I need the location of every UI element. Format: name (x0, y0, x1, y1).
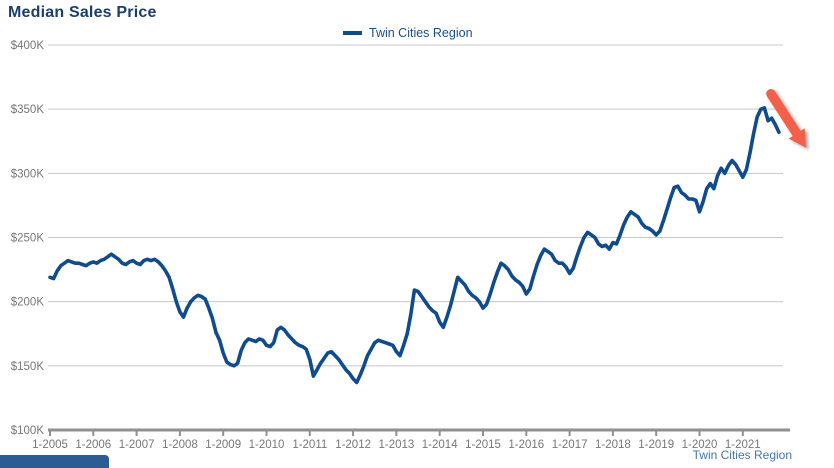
arrow-shaft (766, 89, 802, 139)
x-axis-tick-label: 1-2007 (119, 439, 155, 451)
y-axis-tick-label: $400K (11, 40, 45, 52)
x-axis-tick-label: 1-2020 (682, 439, 718, 451)
x-axis-tick-label: 1-2017 (552, 439, 588, 451)
y-axis-tick-label: $100K (11, 425, 45, 437)
x-axis-tick-label: 1-2009 (205, 439, 241, 451)
x-axis-tick-label: 1-2011 (292, 439, 327, 451)
x-axis-tick-label: 1-2005 (32, 439, 68, 451)
legend[interactable]: Twin Cities Region (343, 26, 473, 40)
watermark-region-label: Twin Cities Region (692, 448, 792, 462)
x-axis-tick-label: 1-2014 (422, 439, 458, 451)
x-axis-tick-label: 1-2012 (335, 439, 371, 451)
browser-status-bar (0, 455, 109, 468)
x-axis-tick-label: 1-2021 (725, 439, 761, 451)
y-axis-tick-label: $300K (11, 168, 45, 180)
y-axis-tick-label: $200K (11, 297, 45, 309)
x-axis-tick-label: 1-2010 (249, 439, 285, 451)
x-axis-tick-label: 1-2016 (508, 439, 544, 451)
legend-line-swatch-icon (343, 31, 362, 35)
x-axis-tick-label: 1-2006 (75, 439, 111, 451)
x-axis-tick-label: 1-2015 (465, 439, 501, 451)
x-axis-tick-label: 1-2013 (378, 439, 414, 451)
y-axis-tick-label: $250K (11, 233, 45, 245)
arrow-head (788, 128, 806, 148)
decline-arrow-annotation-icon (766, 89, 806, 148)
x-axis-tick-label: 1-2008 (162, 439, 198, 451)
x-axis-tick-label: 1-2019 (638, 439, 674, 451)
y-axis-tick-label: $150K (11, 361, 45, 373)
data-line-twin-cities-region[interactable] (48, 106, 781, 385)
legend-label: Twin Cities Region (369, 26, 473, 40)
x-axis-tick-label: 1-2018 (595, 439, 631, 451)
y-axis-tick-label: $350K (11, 104, 45, 116)
chart-title: Median Sales Price (8, 4, 157, 21)
